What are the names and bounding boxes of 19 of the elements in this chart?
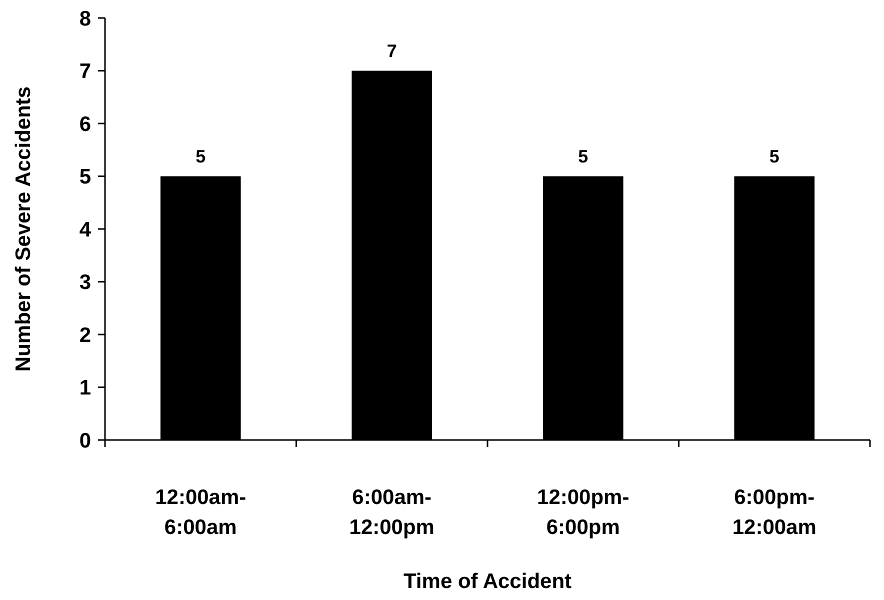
y-axis-title: Number of Severe Accidents <box>12 86 35 372</box>
x-tick-label: 6:00am-12:00pm <box>349 486 434 539</box>
x-tick-label: 12:00pm-6:00pm <box>537 486 630 539</box>
y-tick-label: 1 <box>79 376 92 400</box>
y-tick-label: 8 <box>79 7 92 30</box>
data-label: 5 <box>196 146 206 166</box>
data-label: 5 <box>769 146 780 166</box>
y-tick-label: 2 <box>79 324 91 347</box>
x-axis-title: Time of Accident <box>403 570 572 593</box>
y-tick-label: 5 <box>79 166 92 189</box>
y-tick-label: 0 <box>79 429 91 452</box>
data-label: 5 <box>578 146 588 166</box>
x-tick-label: 6:00pm-12:00am <box>732 486 816 539</box>
y-tick-label: 7 <box>79 60 91 84</box>
y-tick-label: 3 <box>79 271 91 294</box>
data-label: 7 <box>386 40 397 61</box>
y-tick-label: 6 <box>79 112 91 136</box>
x-tick-label: 12:00am-6:00am <box>155 486 246 539</box>
y-tick-label: 4 <box>79 218 92 242</box>
